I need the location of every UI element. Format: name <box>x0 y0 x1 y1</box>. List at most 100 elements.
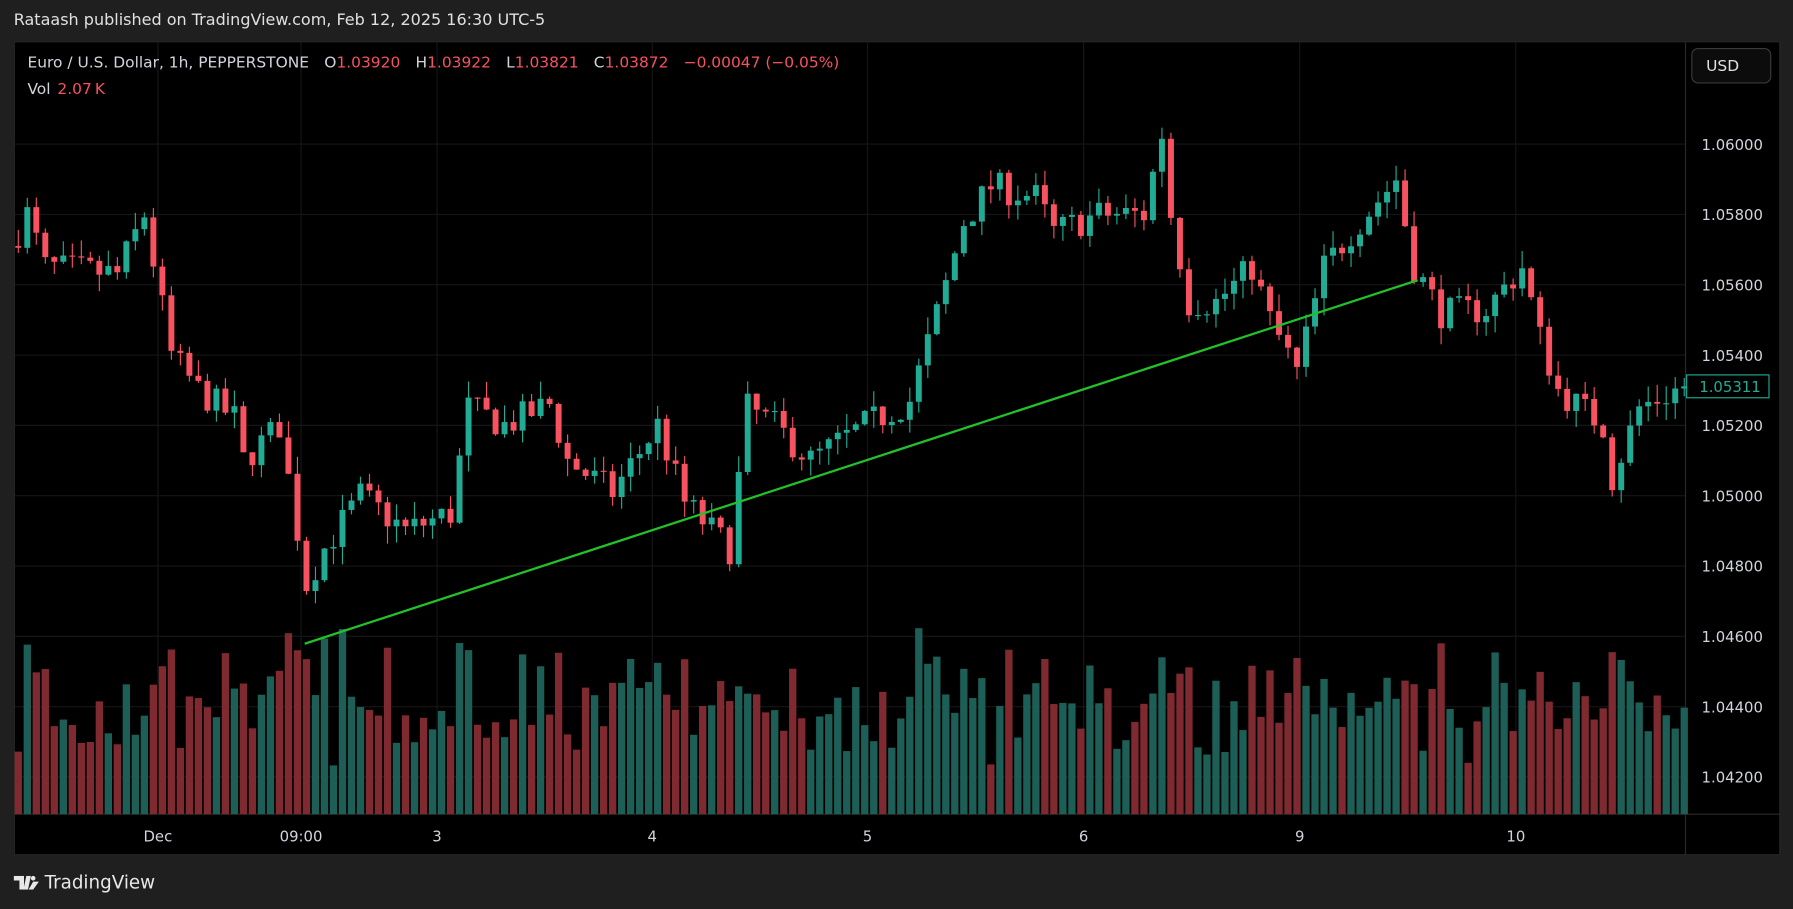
volume-bar <box>1374 701 1382 815</box>
candle-body <box>1609 437 1616 491</box>
candle-body <box>600 470 607 472</box>
candle-body <box>1582 393 1589 399</box>
volume-bar <box>320 638 329 815</box>
y-tick-label: 1.04600 <box>1702 628 1763 646</box>
volume-bar <box>428 729 437 815</box>
candle-body <box>573 458 580 470</box>
volume-bar <box>1122 740 1130 815</box>
volume-bar <box>392 742 401 815</box>
y-tick-label: 1.05000 <box>1702 487 1763 505</box>
candle-body <box>1429 277 1436 290</box>
volume-bar <box>771 710 779 815</box>
tradingview-logo[interactable]: TradingView <box>13 871 155 893</box>
trend-line <box>304 279 1419 645</box>
candle-body <box>1384 191 1391 203</box>
candle-body <box>1663 403 1670 405</box>
candle-body <box>996 172 1003 190</box>
candle-body <box>1321 255 1328 299</box>
candle-body <box>1267 286 1273 312</box>
x-tick-label: Dec <box>143 828 172 846</box>
candle-body <box>1122 207 1129 214</box>
candle-body <box>357 483 364 501</box>
candle-body <box>1194 314 1201 317</box>
candle-body <box>1086 215 1093 236</box>
candle-body <box>1222 293 1228 299</box>
volume-bar <box>257 694 266 815</box>
volume-bar <box>419 717 428 815</box>
candle-body <box>1303 326 1309 367</box>
candle-body <box>942 280 949 305</box>
volume-bar <box>347 696 356 815</box>
candle-body <box>1438 289 1445 329</box>
volume-bar <box>554 652 563 815</box>
volume-bar <box>1545 701 1553 815</box>
candle-body <box>1636 406 1643 426</box>
candle-body <box>861 410 868 425</box>
candle-body <box>789 427 796 458</box>
candle-body <box>1411 226 1418 283</box>
symbol-legend: Euro / U.S. Dollar, 1h, PEPPERSTONE O1.0… <box>27 54 839 72</box>
volume-bar <box>1275 722 1283 815</box>
candle-body <box>177 350 184 353</box>
candle-body <box>816 448 823 451</box>
y-tick-label: 1.04200 <box>1702 769 1763 787</box>
volume-label[interactable]: Vol <box>27 80 51 99</box>
volume-bar <box>149 684 158 815</box>
volume-bar <box>464 650 473 815</box>
volume-bar <box>626 658 635 815</box>
volume-bar <box>113 744 122 815</box>
volume-bar <box>753 694 761 815</box>
candle-body <box>141 217 148 230</box>
volume-bar <box>194 698 203 815</box>
volume-bar <box>527 724 536 815</box>
candle-body <box>870 406 877 411</box>
volume-bar <box>356 707 365 815</box>
volume-bar <box>1482 707 1490 815</box>
volume-bar <box>888 747 896 815</box>
volume-bar <box>1428 689 1436 815</box>
volume-bar <box>275 670 284 815</box>
candle-body <box>1185 269 1192 316</box>
candle-body <box>456 455 463 523</box>
volume-bar <box>1464 762 1472 815</box>
volume-bar <box>68 725 76 815</box>
candle-body <box>1330 247 1337 256</box>
volume-bar <box>1050 704 1058 815</box>
candle-body <box>1447 297 1454 329</box>
candle-body <box>1672 388 1679 404</box>
candle-body <box>1555 375 1562 389</box>
candle-body <box>717 517 724 528</box>
volume-bar <box>834 697 842 815</box>
symbol-name[interactable]: Euro / U.S. Dollar, 1h, PEPPERSTONE <box>27 53 310 73</box>
volume-bar <box>221 653 230 815</box>
candle-body <box>1113 213 1120 216</box>
volume-value: 2.07 K <box>57 80 105 99</box>
candle-body <box>1140 210 1147 221</box>
y-tick-label: 1.05400 <box>1702 347 1763 365</box>
volume-bar <box>1590 719 1598 815</box>
currency-button[interactable]: USD <box>1691 48 1772 84</box>
candle-body <box>924 334 931 366</box>
volume-bar <box>1095 703 1103 815</box>
publish-info: Rataash published on TradingView.com, Fe… <box>13 11 546 30</box>
volume-bar <box>581 687 590 815</box>
candle-body <box>951 253 958 281</box>
candle-body <box>708 517 715 525</box>
volume-bar <box>1212 680 1220 815</box>
candle-body <box>1375 202 1382 217</box>
candle-body <box>51 257 58 262</box>
candle-body <box>1456 296 1463 298</box>
candle-body <box>915 365 922 402</box>
candle-body <box>681 463 688 502</box>
candle-body <box>1366 216 1373 235</box>
volume-bar <box>1608 652 1616 815</box>
candle-body <box>960 226 967 254</box>
candle-body <box>555 404 562 443</box>
candle-body <box>402 519 409 527</box>
candle-body <box>618 476 625 498</box>
candle-body <box>591 470 598 476</box>
volume-bar <box>798 718 806 815</box>
candle-body <box>1519 268 1526 289</box>
candle-body <box>1618 462 1625 491</box>
